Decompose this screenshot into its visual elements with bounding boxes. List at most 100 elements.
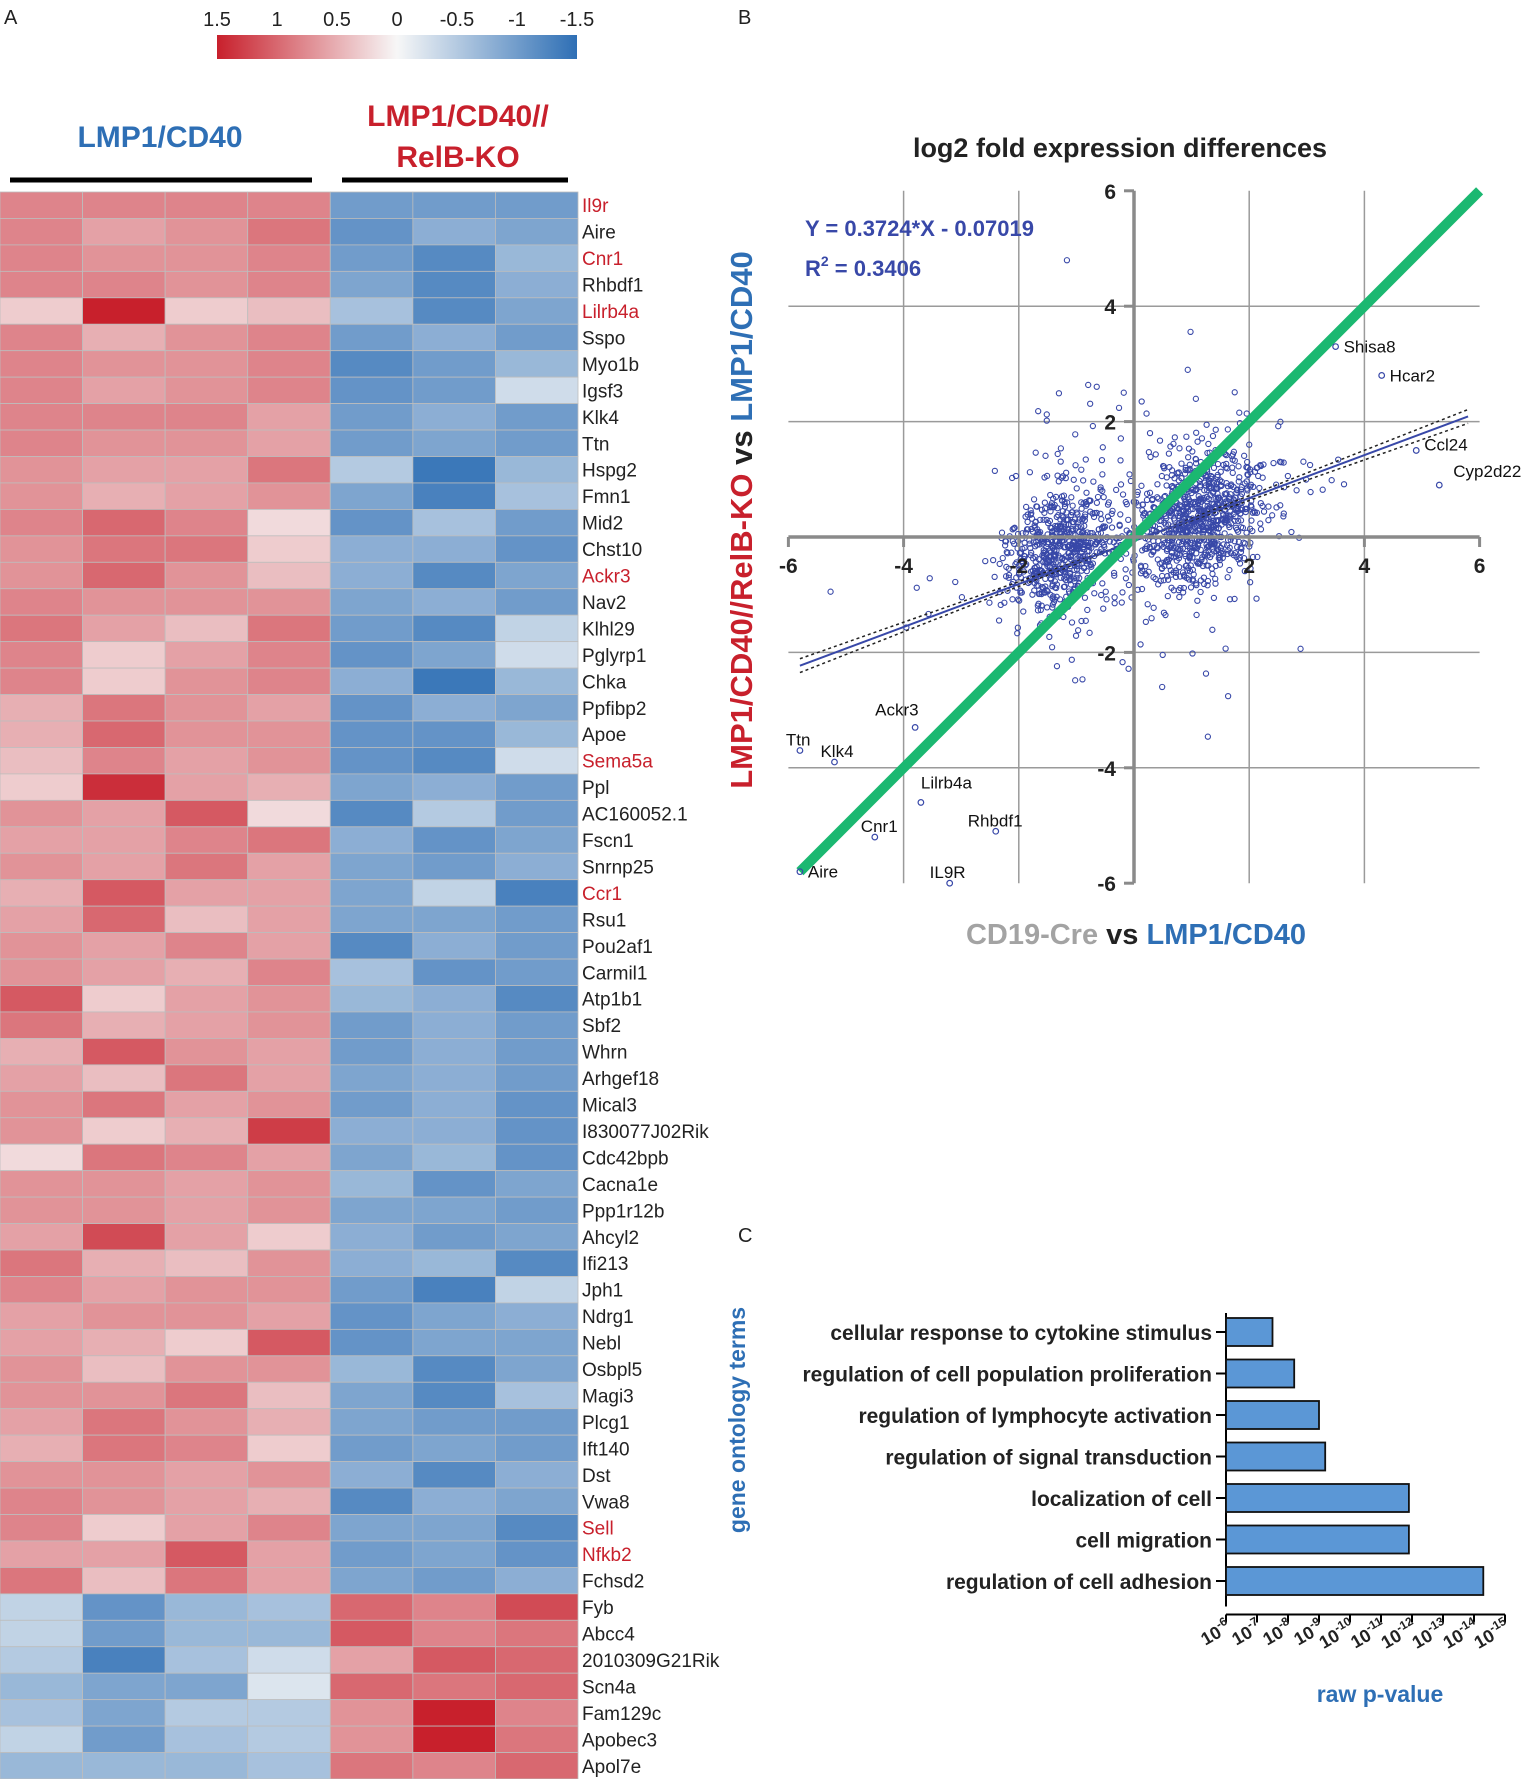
go-term-label: regulation of cell adhesion (946, 1571, 1212, 1594)
heatmap-cell (495, 1752, 579, 1780)
heatmap-cell (164, 1434, 249, 1463)
scatter-point (958, 594, 966, 601)
heatmap-cell (82, 297, 166, 325)
heatmap-cell (0, 1514, 83, 1542)
heatmap-cell (0, 1170, 83, 1198)
scatter-point (1171, 434, 1178, 441)
scatter-point (1122, 575, 1130, 582)
scatter-point (998, 529, 1006, 536)
scatter-point (1257, 526, 1265, 533)
scatter-point (1200, 496, 1207, 503)
heatmap-cell (495, 1725, 579, 1753)
heatmap-cell (164, 641, 249, 669)
heatmap-cell (247, 1540, 331, 1568)
scatter-point (1012, 561, 1019, 568)
heatmap-cell (164, 852, 249, 881)
scatter-point (1184, 454, 1192, 461)
gene-label: Ndrg1 (582, 1307, 634, 1328)
scatter-point (1224, 426, 1231, 433)
heatmap-cell (329, 1725, 414, 1753)
color-scale-tick: -0.5 (440, 9, 474, 31)
heatmap-cell (247, 1170, 331, 1198)
scatter-point (1047, 508, 1054, 515)
scatter-point (1184, 542, 1191, 550)
scatter-point (1148, 615, 1155, 622)
labeled-point (917, 799, 925, 806)
scatter-point (1243, 529, 1250, 536)
scatter-point (1051, 522, 1059, 530)
heatmap-cell (329, 218, 414, 246)
scatter-point (1189, 576, 1196, 583)
heatmap-cell (164, 985, 249, 1013)
heatmap-cell (495, 1619, 579, 1648)
heatmap-cell (164, 1619, 249, 1648)
scatter-point (1184, 529, 1191, 536)
scatter-point (1064, 516, 1072, 524)
heatmap-cell (164, 826, 249, 854)
scatter-point (1241, 567, 1248, 575)
heatmap-cell (164, 1328, 249, 1357)
heatmap-cell (164, 1117, 249, 1145)
heatmap-cell (495, 1011, 579, 1039)
heatmap-cell (412, 429, 496, 457)
r2-value: = 0.3406 (829, 256, 921, 281)
scatter-point (1046, 633, 1053, 641)
scatter-point (1164, 592, 1171, 600)
x-label-part1: CD19-Cre (966, 919, 1098, 951)
scatter-point (1014, 630, 1021, 637)
heatmap-cell (0, 905, 83, 934)
heatmap-cell (247, 482, 331, 510)
heatmap-cell (164, 244, 249, 272)
scatter-point (1237, 548, 1245, 556)
heatmap-cell (247, 641, 331, 669)
scatter-point (1098, 591, 1105, 599)
heatmap-cell (0, 720, 83, 748)
heatmap-cell (164, 1038, 249, 1066)
heatmap-cell (412, 482, 496, 510)
heatmap-cell (247, 1619, 331, 1648)
heatmap-cell (82, 1064, 166, 1092)
heatmap-cell (82, 1011, 166, 1039)
scatter-point (1191, 500, 1199, 508)
scatter-point (1049, 604, 1056, 611)
heatmap-cell (412, 403, 496, 431)
scatter-point (1081, 594, 1089, 601)
go-bar (1225, 1566, 1485, 1596)
heatmap-cell (0, 826, 83, 854)
heatmap-cell (495, 905, 579, 934)
heatmap-cell (0, 1038, 83, 1066)
scatter-point (1340, 481, 1348, 488)
heatmap-cell (329, 852, 414, 881)
scatter-point (1200, 580, 1208, 588)
scatter-point (1084, 606, 1091, 614)
gene-label: Myo1b (582, 355, 639, 376)
scatter-point (1187, 328, 1194, 335)
heatmap-cell (247, 799, 331, 828)
gene-label: Apoe (582, 725, 626, 746)
scatter-point (1143, 410, 1150, 417)
scatter-point (1170, 440, 1177, 447)
scatter-point (1044, 558, 1051, 565)
scatter-point (1105, 499, 1113, 506)
heatmap-cell (329, 1593, 414, 1621)
heatmap-cell (164, 403, 249, 431)
scatter-point (1236, 474, 1243, 481)
scatter-point (1118, 599, 1125, 606)
regression-r2: R2 = 0.3406 (805, 253, 921, 281)
go-bar (1225, 1358, 1296, 1389)
y-tick-label: 4 (1104, 296, 1116, 319)
scatter-point (1233, 553, 1240, 560)
labeled-point (946, 879, 954, 887)
scatter-point (1204, 733, 1212, 740)
gene-label: Mid2 (582, 514, 623, 535)
gene-label: Abcc4 (582, 1625, 635, 1646)
r2-superscript: 2 (821, 253, 829, 269)
gene-label: Ppp1r12b (582, 1201, 664, 1222)
heatmap-cell (495, 799, 579, 828)
scatter-point (1093, 499, 1101, 506)
scatter-point (1027, 544, 1034, 552)
scatter-point (1017, 549, 1025, 556)
heatmap-cell (164, 747, 249, 775)
heatmap-cell (164, 1593, 249, 1621)
heatmap-cell (412, 297, 496, 325)
